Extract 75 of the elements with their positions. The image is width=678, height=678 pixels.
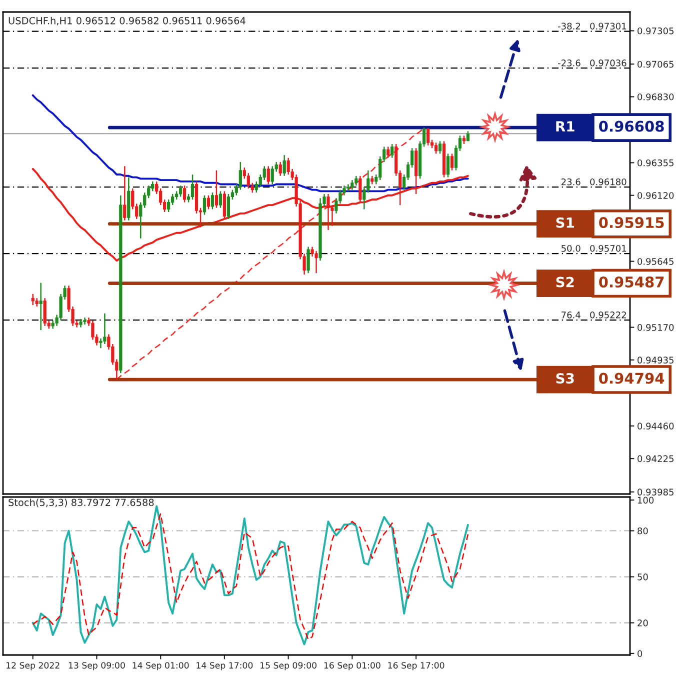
y-tick-label: 80 [638,527,648,534]
x-tick-label: 16 Sep 17:00 [388,662,444,670]
candlestick [151,180,154,192]
text: S2 0.95487 [556,276,664,288]
candlestick [270,166,274,185]
y-tick-label: 0.97065 [638,60,674,68]
candlestick [238,161,242,190]
candlestick [39,282,42,331]
candlestick [254,180,258,194]
y-tick-label: 0.95170 [638,324,674,331]
candlestick [278,161,282,177]
candlestick [206,194,210,210]
candlestick [167,198,170,213]
candlestick [182,185,186,203]
y-tick-label: 20 [638,620,648,626]
ref-line-label: 23.6 0.96180 [561,178,626,186]
ref-line-label: 50.0 0.95701 [562,244,626,252]
y-tick-label: 0.93985 [638,488,674,496]
candlestick [306,246,310,274]
text: R1 0.96608 [556,120,664,132]
candlestick [214,170,218,208]
candlestick [190,174,194,200]
y-tick-label: 0.96120 [638,192,674,199]
candlestick [446,153,450,178]
candlestick [178,185,182,198]
x-tick-label: 14 Sep 01:00 [132,662,189,670]
candlestick [226,193,230,220]
y-tick-label: 0.97305 [638,27,674,34]
candlestick [222,190,226,220]
x-tick-label: 12 Sep 2022 [6,662,60,670]
candlestick [350,179,354,190]
candlestick [171,193,174,206]
y-tick-label: 0.94460 [638,422,674,430]
x-tick-label: 13 Sep 09:00 [68,662,125,670]
y-tick-label: 0.94225 [638,455,674,462]
candlestick [450,153,454,171]
ref-line-label: 76.4 0.95222 [562,312,626,318]
line-series [116,126,425,380]
y-tick-label: 0.95645 [638,258,674,265]
x-tick-label: 16 Sep 01:00 [324,662,380,670]
candlestick [326,193,330,231]
candlestick [31,293,34,306]
y-tick-label: 0.94935 [638,356,674,364]
text: S3 0.94794 [556,372,664,384]
chart-title: Stoch(5,3,3) 83.7972 77.6588 [8,498,154,508]
candlestick [314,250,318,274]
candlestick [202,194,206,216]
candlestick [159,188,162,206]
ref-line-label: -23.6 0.97036 [558,60,626,66]
candlestick [103,312,106,345]
candlestick [218,190,222,208]
candlestick [390,143,394,158]
ref-line-label: -38.2 0.97301 [558,22,626,30]
candlestick [426,128,430,146]
x-tick-label: 14 Sep 17:00 [196,662,253,670]
candlestick [386,146,390,158]
candlestick [262,166,266,181]
candlestick [438,140,442,154]
candlestick [43,298,46,327]
x-tick-label: 15 Sep 09:00 [260,662,316,670]
chart-title: USDCHF.h,H1 0.96512 0.96582 0.96511 0.96564 [8,16,246,26]
y-tick-label: 0.96830 [638,93,674,100]
candlestick [358,175,362,203]
candlestick [266,166,270,185]
text: S1 0.95915 [556,217,664,228]
candlestick [246,172,250,190]
y-tick-label: 0 [638,650,642,658]
y-tick-label: 50 [638,573,648,580]
y-tick-label: 0.96355 [638,159,674,166]
candlestick [210,192,214,210]
y-tick-label: 100 [638,496,654,504]
candlestick [354,175,358,186]
candlestick [282,154,286,177]
candlestick [123,166,126,221]
candlestick [434,142,438,154]
